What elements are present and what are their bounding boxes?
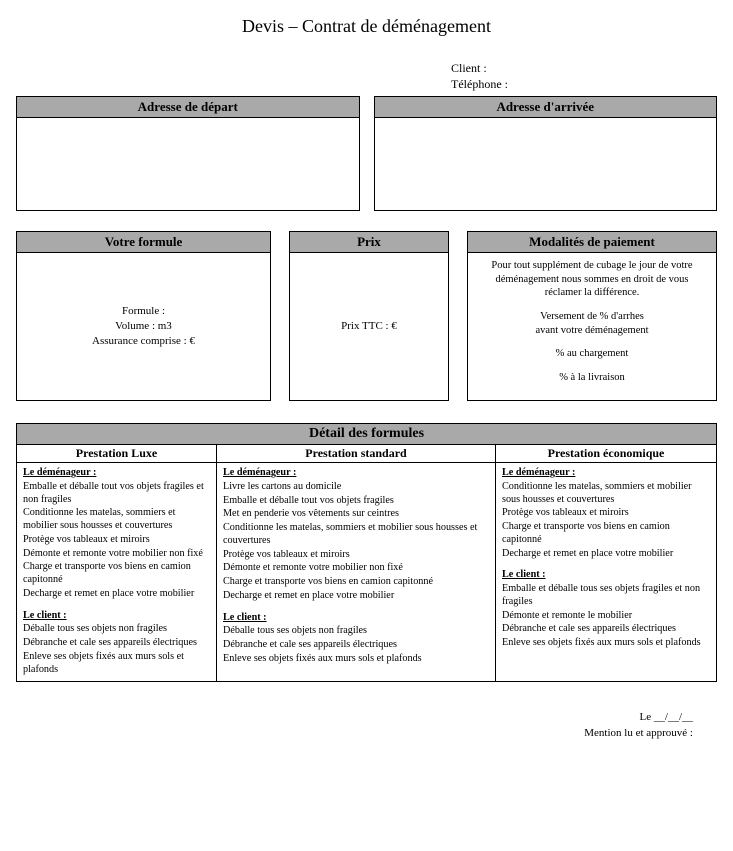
pay-p2: Versement de % d'arrhesavant votre démén… [478,310,706,337]
list-item: Met en penderie vos vêtements sur ceintr… [223,508,489,521]
std-col: Le déménageur : Livre les cartons au dom… [217,463,496,681]
formule-body: Formule : Volume : m3 Assurance comprise… [17,253,270,400]
pay-p3: % au chargement [478,347,706,361]
list-item: Conditionne les matelas, sommiers et mob… [223,522,489,548]
mover-label: Le déménageur : [223,467,489,480]
mover-label: Le déménageur : [23,467,210,480]
departure-header: Adresse de départ [17,97,359,118]
list-item: Protège vos tableaux et miroirs [502,507,710,520]
pay-p1: Pour tout supplément de cubage le jour d… [478,259,706,300]
list-item: Decharge et remet en place votre mobilie… [223,590,489,603]
list-item: Protège vos tableaux et miroirs [223,549,489,562]
formule-line3: Assurance comprise : € [92,334,195,349]
col2-header: Prestation standard [217,445,496,462]
prix-body: Prix TTC : € [290,253,448,400]
prix-header: Prix [290,232,448,253]
detail-title: Détail des formules [17,424,716,445]
pay-header: Modalités de paiement [468,232,716,253]
formule-line1: Formule : [122,304,165,319]
list-item: Protège vos tableaux et miroirs [23,534,210,547]
list-item: Charge et transporte vos biens en camion… [223,576,489,589]
list-item: Livre les cartons au domicile [223,481,489,494]
list-item: Déballe tous ses objets non fragiles [23,623,210,636]
list-item: Decharge et remet en place votre mobilie… [502,548,710,561]
formule-header: Votre formule [17,232,270,253]
col1-header: Prestation Luxe [17,445,217,462]
address-row: Adresse de départ Adresse d'arrivée [16,96,717,211]
list-item: Enleve ses objets fixés aux murs sols et… [502,637,710,650]
luxe-mover-list: Emballe et déballe tout vos objets fragi… [23,481,210,601]
mid-row: Votre formule Formule : Volume : m3 Assu… [16,231,717,401]
detail-section: Détail des formules Prestation Luxe Pres… [16,423,717,682]
formule-line2: Volume : m3 [115,319,172,334]
client-info: Client : Téléphone : [451,61,717,92]
pay-box: Modalités de paiement Pour tout suppléme… [467,231,717,401]
page-title: Devis – Contrat de déménagement [16,16,717,37]
pay-body: Pour tout supplément de cubage le jour d… [468,253,716,400]
list-item: Enleve ses objets fixés aux murs sols et… [223,653,489,666]
col3-header: Prestation économique [496,445,716,462]
list-item: Emballe et déballe tous ses objets fragi… [502,583,710,609]
detail-cols: Le déménageur : Emballe et déballe tout … [17,463,716,681]
list-item: Charge et transporte vos biens en camion… [502,521,710,547]
list-item: Decharge et remet en place votre mobilie… [23,588,210,601]
list-item: Enleve ses objets fixés aux murs sols et… [23,651,210,677]
pay-p4: % à la livraison [478,371,706,385]
std-mover-list: Livre les cartons au domicileEmballe et … [223,481,489,603]
client-label: Le client : [23,610,210,623]
luxe-col: Le déménageur : Emballe et déballe tout … [17,463,217,681]
footer: Le __/__/__ Mention lu et approuvé : [16,710,717,741]
list-item: Emballe et déballe tout vos objets fragi… [223,495,489,508]
list-item: Débranche et cale ses appareils électriq… [223,639,489,652]
footer-date: Le __/__/__ [16,710,693,725]
list-item: Démonte et remonte votre mobilier non fi… [223,562,489,575]
eco-mover-list: Conditionne les matelas, sommiers et mob… [502,481,710,561]
departure-box: Adresse de départ [16,96,360,211]
luxe-client-list: Déballe tous ses objets non fragilesDébr… [23,623,210,676]
list-item: Démonte et remonte le mobilier [502,610,710,623]
list-item: Charge et transporte vos biens en camion… [23,561,210,587]
client-label: Client : [451,61,717,77]
mover-label: Le déménageur : [502,467,710,480]
eco-col: Le déménageur : Conditionne les matelas,… [496,463,716,681]
list-item: Démonte et remonte votre mobilier non fi… [23,548,210,561]
eco-client-list: Emballe et déballe tous ses objets fragi… [502,583,710,650]
list-item: Déballe tous ses objets non fragiles [223,625,489,638]
std-client-list: Déballe tous ses objets non fragilesDébr… [223,625,489,665]
phone-label: Téléphone : [451,77,717,93]
list-item: Emballe et déballe tout vos objets fragi… [23,481,210,507]
arrival-header: Adresse d'arrivée [375,97,717,118]
formule-box: Votre formule Formule : Volume : m3 Assu… [16,231,271,401]
client-label: Le client : [502,569,710,582]
list-item: Conditionne les matelas, sommiers et mob… [502,481,710,507]
detail-cols-header: Prestation Luxe Prestation standard Pres… [17,445,716,463]
list-item: Débranche et cale ses appareils électriq… [23,637,210,650]
prix-box: Prix Prix TTC : € [289,231,449,401]
footer-mention: Mention lu et approuvé : [16,726,693,741]
list-item: Débranche et cale ses appareils électriq… [502,623,710,636]
prix-line: Prix TTC : € [341,319,397,334]
list-item: Conditionne les matelas, sommiers et mob… [23,507,210,533]
arrival-box: Adresse d'arrivée [374,96,718,211]
client-label: Le client : [223,612,489,625]
